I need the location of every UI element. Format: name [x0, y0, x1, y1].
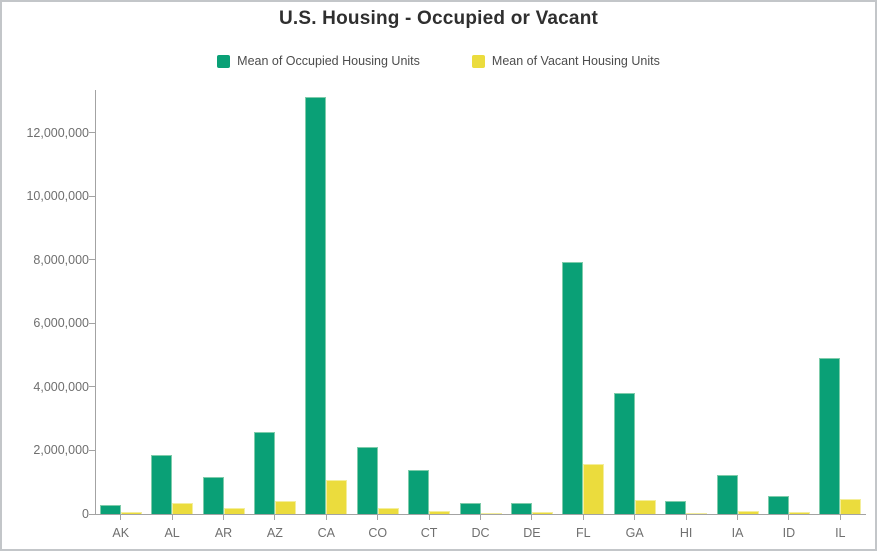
bar-AK-occupied[interactable] [99, 505, 121, 514]
x-axis-tick [223, 515, 224, 520]
x-axis-tick [685, 515, 687, 520]
legend-item-occupied[interactable]: Mean of Occupied Housing Units [217, 54, 420, 68]
bar-DE-occupied[interactable] [510, 503, 532, 514]
y-axis-tick [89, 449, 95, 451]
legend-label-vacant: Mean of Vacant Housing Units [491, 54, 660, 68]
bar-IL-occupied[interactable] [819, 358, 841, 514]
bar-CA-occupied[interactable] [305, 97, 327, 514]
bar-CA-vacant[interactable] [326, 480, 348, 514]
x-axis-label-DE: DE [523, 526, 541, 540]
x-axis-tick [634, 515, 636, 520]
x-axis-label-AK: AK [112, 526, 130, 540]
bar-IL-vacant[interactable] [840, 499, 862, 514]
y-axis-tick-label: 8,000,000 [33, 252, 89, 267]
legend: Mean of Occupied Housing Units Mean of V… [2, 54, 875, 68]
bar-AZ-vacant[interactable] [274, 501, 296, 514]
bar-GA-vacant[interactable] [634, 500, 656, 514]
chart-title: U.S. Housing - Occupied or Vacant [278, 8, 599, 29]
bar-AK-vacant[interactable] [120, 512, 142, 514]
x-axis-label-CT: CT [420, 526, 438, 540]
y-axis-tick [89, 195, 95, 197]
bar-AZ-occupied[interactable] [253, 432, 275, 514]
bar-IA-vacant[interactable] [737, 511, 759, 514]
bar-IA-occupied[interactable] [716, 475, 738, 514]
bar-CO-occupied[interactable] [356, 447, 378, 514]
y-axis-tick [89, 132, 95, 134]
bar-AL-vacant[interactable] [172, 503, 194, 514]
x-axis-label-DC: DC [471, 526, 490, 540]
y-axis-line [95, 90, 96, 514]
y-axis-tick-label: 12,000,000 [26, 125, 89, 140]
bar-AR-occupied[interactable] [202, 477, 224, 514]
bar-CT-occupied[interactable] [408, 470, 430, 514]
x-axis-tick [274, 515, 276, 520]
bar-CO-vacant[interactable] [377, 508, 399, 514]
y-axis-tick-label: 2,000,000 [33, 443, 89, 458]
x-axis-label-CO: CO [368, 526, 388, 540]
bar-HI-occupied[interactable] [665, 501, 687, 514]
legend-label-occupied: Mean of Occupied Housing Units [237, 54, 420, 68]
x-axis-label-IL: IL [835, 526, 846, 540]
x-axis-tick [428, 515, 430, 520]
x-axis-label-GA: GA [625, 526, 644, 540]
y-axis-tick-label: 10,000,000 [26, 189, 89, 204]
x-axis-tick [377, 515, 379, 520]
x-axis-label-AR: AR [214, 526, 233, 540]
bar-GA-occupied[interactable] [613, 393, 635, 514]
x-axis-tick [171, 515, 173, 520]
bar-ID-occupied[interactable] [767, 496, 789, 514]
y-axis-tick-label: 4,000,000 [33, 379, 89, 394]
x-axis-tick [737, 515, 738, 520]
y-axis-tick-label: 6,000,000 [33, 316, 89, 331]
bar-HI-vacant[interactable] [686, 513, 708, 514]
x-axis-tick [325, 515, 327, 520]
x-axis-tick [788, 515, 790, 520]
y-axis-tick [89, 259, 95, 261]
x-axis-tick [582, 515, 584, 520]
bar-CT-vacant[interactable] [429, 511, 451, 514]
bar-FL-vacant[interactable] [583, 464, 605, 514]
bar-DC-occupied[interactable] [459, 503, 481, 514]
vacant-series-swatch-icon [471, 54, 485, 68]
y-axis-tick [89, 386, 95, 388]
x-axis-label-AL: AL [164, 526, 180, 540]
bar-AR-vacant[interactable] [223, 508, 245, 514]
x-axis-label-AZ: AZ [266, 526, 283, 540]
y-axis-tick-label: 0 [82, 507, 89, 521]
bar-ID-vacant[interactable] [788, 512, 810, 514]
legend-item-vacant[interactable]: Mean of Vacant Housing Units [471, 54, 660, 68]
bar-DE-vacant[interactable] [531, 512, 553, 514]
x-axis-label-CA: CA [317, 526, 335, 540]
occupied-series-swatch-icon [217, 54, 231, 68]
x-axis-line [95, 514, 866, 515]
x-axis-tick [480, 515, 481, 520]
y-axis-tick [89, 513, 95, 515]
x-axis-label-ID: ID [782, 526, 796, 540]
x-axis-tick [531, 515, 533, 520]
bar-AL-occupied[interactable] [151, 455, 173, 514]
x-axis-label-FL: FL [576, 526, 591, 540]
x-axis-label-HI: HI [679, 526, 693, 540]
plot-area: 0 2,000,000 4,000,000 6,000,000 8,000,000 10,… [26, 90, 866, 540]
x-axis-tick [120, 515, 122, 520]
bar-FL-occupied[interactable] [562, 262, 584, 514]
y-axis-tick [89, 322, 95, 324]
x-axis-label-IA: IA [731, 526, 744, 540]
bar-DC-vacant[interactable] [480, 513, 502, 514]
x-axis-tick [839, 515, 841, 520]
